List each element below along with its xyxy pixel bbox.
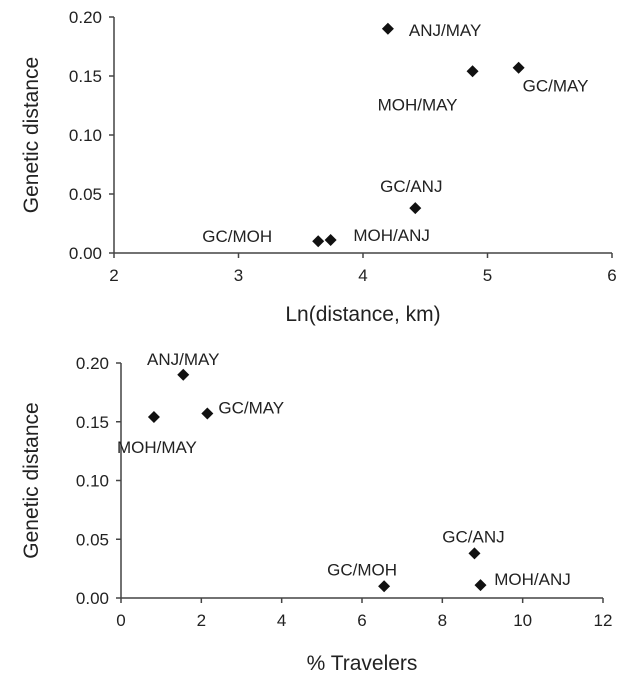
- point-label: GC/MOH: [202, 227, 272, 246]
- y-tick-label: 0.05: [69, 185, 102, 204]
- y-tick-label: 0.10: [69, 126, 102, 145]
- data-point-moh-may: [147, 411, 160, 424]
- y-tick-label: 0.20: [69, 8, 102, 27]
- point-label: GC/ANJ: [442, 527, 504, 546]
- point-label: GC/MAY: [523, 77, 589, 96]
- data-point-moh-anj: [474, 579, 487, 592]
- y-tick-label: 0.15: [76, 413, 109, 432]
- scatter-panel-2: 0.00 0.05 0.10 0.15 0.20 0 2 4 6 8 10 12 % Travelers…: [20, 350, 612, 674]
- data-point-gc-may: [512, 61, 525, 74]
- y-axis-title: Genetic distance: [20, 57, 43, 213]
- data-point-moh-anj: [324, 234, 337, 247]
- data-point-gc-moh: [378, 580, 391, 593]
- point-label: GC/MOH: [327, 560, 397, 579]
- x-axis-title: Ln(distance, km): [285, 303, 440, 326]
- point-label: GC/MAY: [218, 399, 284, 418]
- x-tick-label: 6: [607, 266, 616, 285]
- x-tick-label: 6: [357, 611, 366, 630]
- x-tick-label: 4: [277, 611, 286, 630]
- x-axis-title: % Travelers: [307, 652, 418, 674]
- x-tick-label: 2: [109, 266, 118, 285]
- y-tick-label: 0.15: [69, 67, 102, 86]
- point-label: MOH/MAY: [117, 438, 197, 457]
- data-point-anj-may: [381, 22, 394, 35]
- x-tick-label: 8: [438, 611, 447, 630]
- x-tick-label: 4: [358, 266, 367, 285]
- point-label: GC/ANJ: [380, 177, 442, 196]
- x-tick-label: 3: [234, 266, 243, 285]
- data-point-gc-moh: [312, 235, 325, 248]
- point-label: ANJ/MAY: [409, 21, 481, 40]
- y-tick-label: 0.00: [69, 244, 102, 263]
- data-point-anj-may: [177, 368, 190, 381]
- point-label: MOH/ANJ: [353, 226, 430, 245]
- x-tick-label: 5: [483, 266, 492, 285]
- y-tick-label: 0.20: [76, 354, 109, 373]
- data-point-gc-anj: [468, 547, 481, 560]
- y-axis-title: Genetic distance: [20, 402, 43, 558]
- data-point-moh-may: [466, 65, 479, 78]
- y-tick-label: 0.05: [76, 530, 109, 549]
- data-point-gc-may: [201, 407, 214, 420]
- x-tick-label: 10: [513, 611, 532, 630]
- data-point-gc-anj: [409, 202, 422, 215]
- point-label: MOH/MAY: [378, 95, 458, 114]
- point-label: ANJ/MAY: [147, 350, 219, 369]
- y-tick-label: 0.10: [76, 472, 109, 491]
- scatter-panel-1: 0.00 0.05 0.10 0.15 0.20 2 3 4 5 6 Ln(distance, km…: [20, 8, 617, 326]
- x-tick-label: 12: [594, 611, 613, 630]
- x-tick-label: 0: [116, 611, 125, 630]
- point-label: MOH/ANJ: [494, 570, 571, 589]
- y-tick-label: 0.00: [76, 589, 109, 608]
- x-tick-label: 2: [197, 611, 206, 630]
